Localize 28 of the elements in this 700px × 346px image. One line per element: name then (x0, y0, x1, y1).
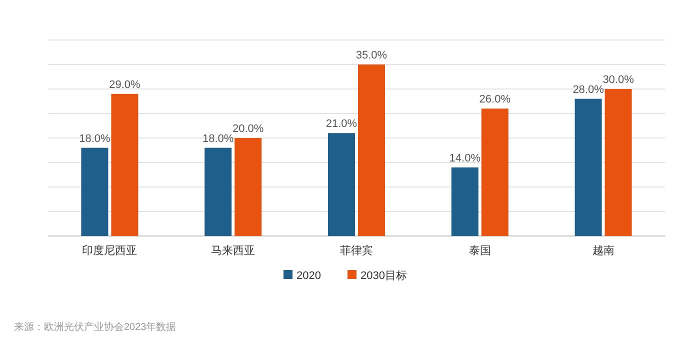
x-tick-label: 菲律宾 (340, 244, 373, 257)
bar (481, 108, 508, 236)
bar (358, 64, 385, 236)
data-label: 18.0% (202, 132, 234, 145)
x-tick-label: 印度尼西亚 (82, 244, 138, 257)
bar (204, 148, 232, 236)
data-label: 18.0% (79, 132, 111, 145)
bar (604, 89, 632, 236)
data-label: 20.0% (232, 123, 264, 135)
bar (574, 98, 602, 236)
data-label: 29.0% (109, 78, 141, 91)
source-note: 来源：欧洲光伏产业协会2023年数据 (14, 321, 176, 333)
x-tick-label: 泰国 (468, 245, 491, 257)
bar (81, 148, 108, 236)
bar (328, 133, 355, 236)
legend-label: 2020 (296, 270, 321, 282)
data-label: 26.0% (479, 94, 511, 106)
data-label: 21.0% (326, 118, 358, 130)
bar (451, 167, 478, 236)
data-label: 30.0% (602, 74, 634, 86)
bar (234, 138, 262, 236)
x-tick-label: 越南 (592, 244, 614, 257)
legend-label: 2030目标 (360, 270, 407, 282)
data-label: 35.0% (356, 50, 388, 62)
x-tick-label: 马来西亚 (211, 244, 256, 257)
bar (111, 94, 138, 236)
data-label: 14.0% (449, 152, 481, 164)
data-label: 28.0% (572, 84, 604, 96)
